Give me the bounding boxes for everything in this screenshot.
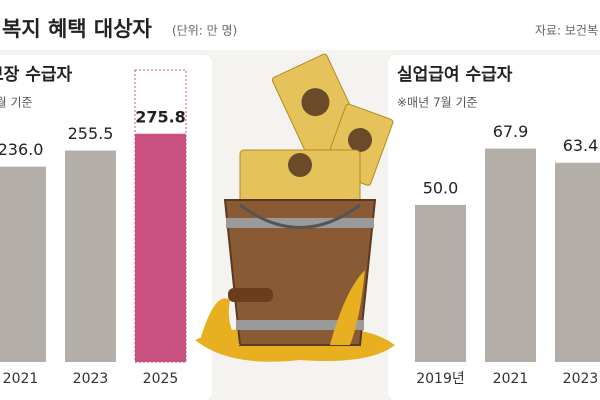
chart-title: 보장 수급자 [0,65,72,85]
bar [415,204,466,362]
unit-note: (단위: 만 명) [172,24,237,38]
chart-subtitle: ※매년 7월 기준 [397,96,478,110]
x-tick-label: 2025 [143,371,179,387]
bar [65,150,116,362]
x-tick-label: 2023 [73,371,109,387]
page-title: 복지 혜택 대상자 [2,17,153,41]
bar [555,162,600,362]
x-tick-label: 2021 [493,371,529,387]
source-note: 자료: 보건복 [535,24,598,38]
chart-title: 실업급여 수급자 [397,65,513,85]
header-band [0,0,600,50]
chart-subtitle: 7월 기준 [0,96,33,110]
value-label: 63.4 [563,136,599,155]
value-label: 67.9 [493,122,529,141]
bucket-illustration [195,53,395,362]
value-label: 50.0 [423,178,459,197]
bar [485,148,536,362]
bar [0,166,46,362]
value-label: 275.8 [135,107,186,126]
value-label: 255.5 [68,124,114,143]
x-tick-label: 2019년 [416,371,465,387]
x-tick-label: 2021 [3,371,39,387]
value-label: 236.0 [0,140,43,159]
x-tick-label: 2023 [563,371,599,387]
bar [135,133,186,362]
